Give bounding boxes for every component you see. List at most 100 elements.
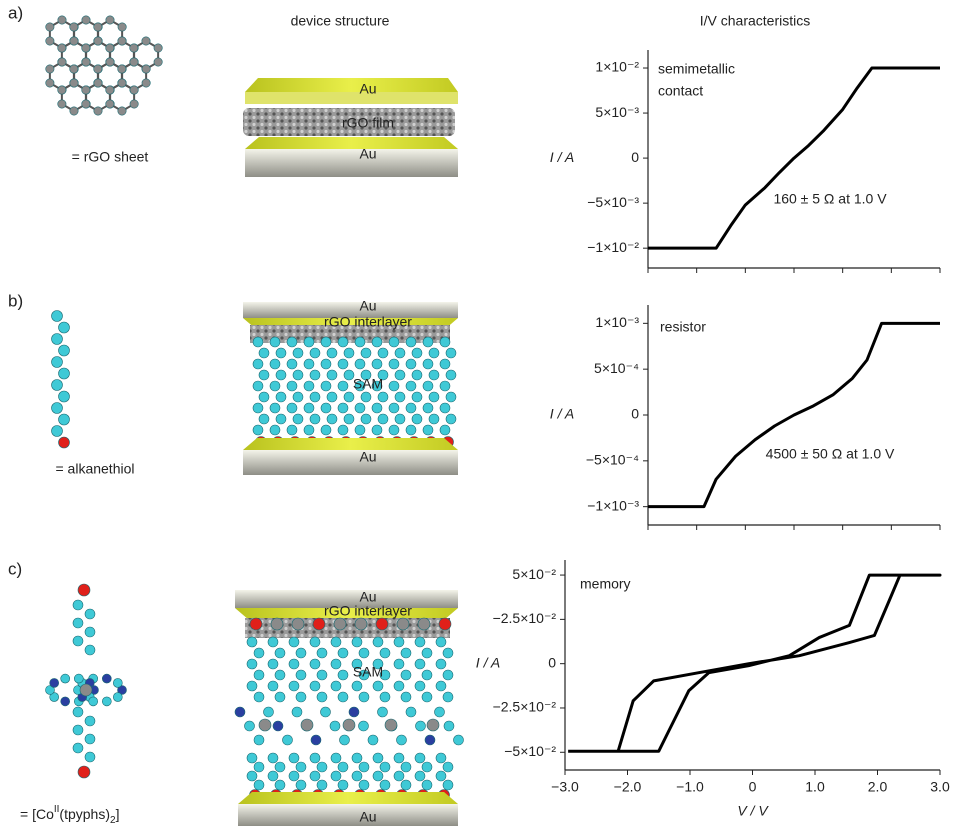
y-axis-label: I / A xyxy=(550,406,574,422)
electrode xyxy=(245,78,458,92)
atom xyxy=(276,392,286,402)
y-tick-label: 0 xyxy=(631,406,639,422)
atom xyxy=(59,345,70,356)
x-tick-label: 3.0 xyxy=(930,779,950,795)
atom xyxy=(389,337,399,347)
atom xyxy=(310,681,320,691)
atom xyxy=(340,735,350,745)
electrode xyxy=(243,450,458,475)
atom xyxy=(61,697,70,706)
header: I/V characteristics xyxy=(700,13,810,29)
atom xyxy=(52,311,63,322)
atom xyxy=(321,425,331,435)
atom xyxy=(397,735,407,745)
device-label: Au xyxy=(359,449,376,465)
atom xyxy=(58,86,66,94)
atom xyxy=(58,100,66,108)
atom xyxy=(275,780,285,790)
atom xyxy=(343,719,355,731)
atom xyxy=(102,674,111,683)
atom xyxy=(394,753,404,763)
y-tick-label: −1×10⁻³ xyxy=(587,497,639,513)
atom xyxy=(352,753,362,763)
atom xyxy=(412,348,422,358)
electrode xyxy=(245,92,458,104)
atom xyxy=(276,370,286,380)
atom xyxy=(310,370,320,380)
atom xyxy=(59,322,70,333)
annotation: contact xyxy=(658,83,703,99)
atom xyxy=(321,359,331,369)
atom xyxy=(321,381,331,391)
atom xyxy=(130,100,138,108)
panel-label: a) xyxy=(8,3,23,22)
atom xyxy=(270,425,280,435)
atom xyxy=(59,437,70,448)
atom xyxy=(296,762,306,772)
atom xyxy=(443,780,453,790)
atom xyxy=(250,618,262,630)
atom xyxy=(304,337,314,347)
atom xyxy=(130,58,138,66)
annotation: resistor xyxy=(660,319,706,335)
atom xyxy=(338,403,348,413)
y-tick-label: 0 xyxy=(631,149,639,165)
atom xyxy=(378,392,388,402)
atom xyxy=(275,692,285,702)
atom xyxy=(235,707,245,717)
atom xyxy=(296,780,306,790)
atom xyxy=(440,337,450,347)
atom xyxy=(412,414,422,424)
atom xyxy=(304,403,314,413)
atom xyxy=(74,674,83,683)
atom xyxy=(154,44,162,52)
atom xyxy=(304,425,314,435)
atom xyxy=(293,370,303,380)
atom xyxy=(331,659,341,669)
atom xyxy=(52,426,63,437)
atom xyxy=(355,337,365,347)
atom xyxy=(118,65,126,73)
atom xyxy=(142,37,150,45)
atom xyxy=(247,771,257,781)
atom xyxy=(46,65,54,73)
atom xyxy=(259,370,269,380)
device-label: Au xyxy=(359,81,376,97)
atom xyxy=(317,780,327,790)
atom xyxy=(317,670,327,680)
atom xyxy=(310,771,320,781)
atom xyxy=(106,100,114,108)
atom xyxy=(395,414,405,424)
atom xyxy=(415,771,425,781)
y-tick-label: −2.5×10⁻² xyxy=(493,699,557,715)
atom xyxy=(259,348,269,358)
atom xyxy=(85,734,95,744)
atom xyxy=(85,716,95,726)
atom xyxy=(415,659,425,669)
atom xyxy=(270,359,280,369)
x-tick-label: −1.0 xyxy=(676,779,704,795)
atom xyxy=(254,692,264,702)
atom xyxy=(254,670,264,680)
atom xyxy=(85,609,95,619)
atom xyxy=(259,414,269,424)
atom xyxy=(338,425,348,435)
atom xyxy=(259,392,269,402)
atom xyxy=(429,370,439,380)
atom xyxy=(94,23,102,31)
atom xyxy=(443,670,453,680)
atom xyxy=(310,392,320,402)
atom xyxy=(406,403,416,413)
atom xyxy=(118,23,126,31)
atom xyxy=(313,618,325,630)
atom xyxy=(52,334,63,345)
device-label: Au xyxy=(359,298,376,314)
atom xyxy=(273,721,283,731)
atom xyxy=(327,348,337,358)
atom xyxy=(423,359,433,369)
atom xyxy=(394,637,404,647)
atom xyxy=(415,681,425,691)
panel-label: c) xyxy=(8,559,22,578)
molecule-label: = rGO sheet xyxy=(72,149,149,165)
atom xyxy=(344,348,354,358)
